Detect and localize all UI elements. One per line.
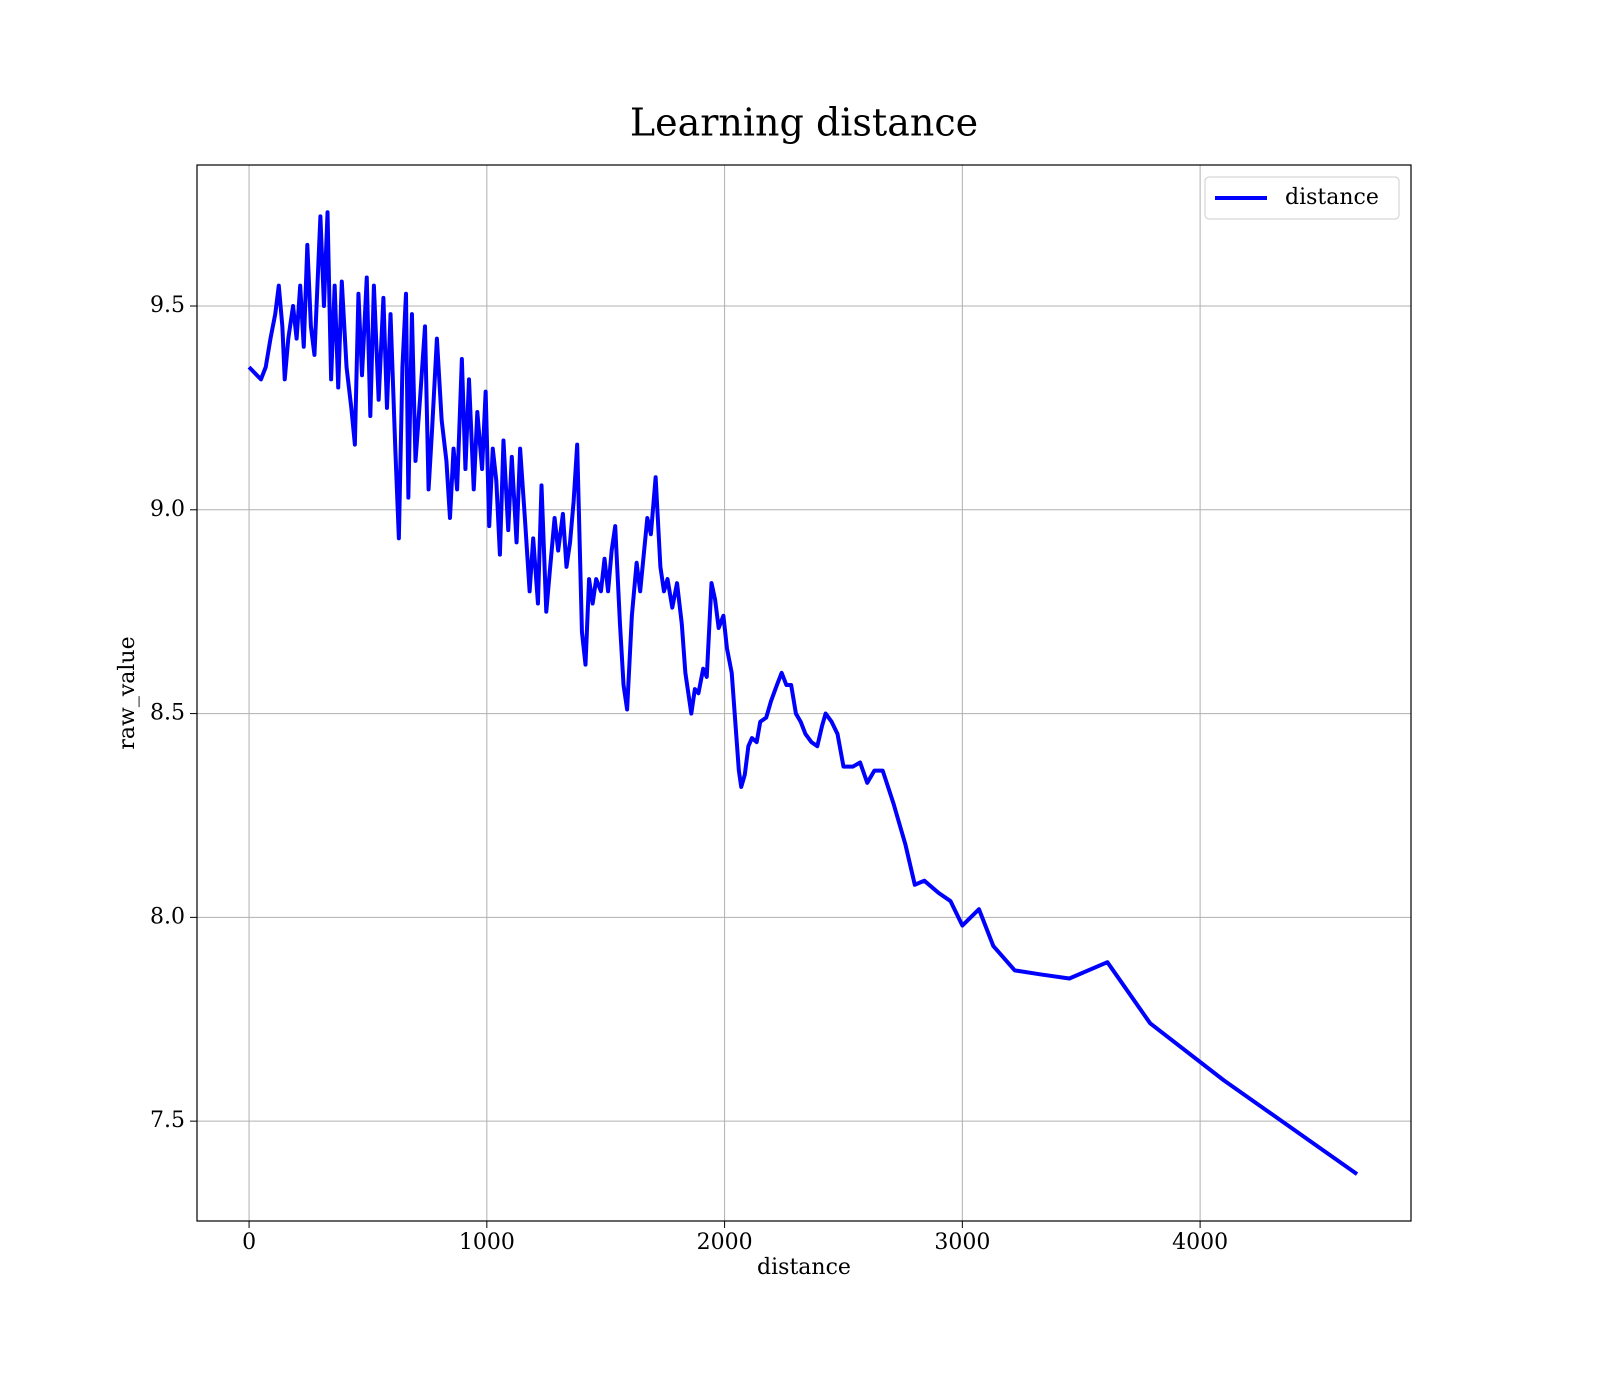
legend-label: distance: [1285, 185, 1379, 210]
chart-title: Learning distance: [630, 101, 978, 145]
x-tick-label: 1000: [459, 1230, 515, 1255]
y-tick-label: 7.5: [150, 1108, 185, 1133]
x-tick-label: 0: [242, 1230, 256, 1255]
x-tick-label: 2000: [697, 1230, 753, 1255]
x-axis-label: distance: [757, 1255, 851, 1280]
y-tick-label: 9.0: [150, 497, 185, 522]
y-tick-label: 8.0: [150, 904, 185, 929]
legend-box: [1204, 176, 1400, 220]
data-line: [247, 210, 1359, 1176]
y-axis-label: raw_value: [115, 636, 140, 749]
y-tick-label: 8.5: [150, 701, 185, 726]
x-tick-label: 3000: [934, 1230, 990, 1255]
y-tick-label: 9.5: [150, 293, 185, 318]
plot-frame: [196, 164, 1412, 1222]
x-tick-label: 4000: [1172, 1230, 1228, 1255]
